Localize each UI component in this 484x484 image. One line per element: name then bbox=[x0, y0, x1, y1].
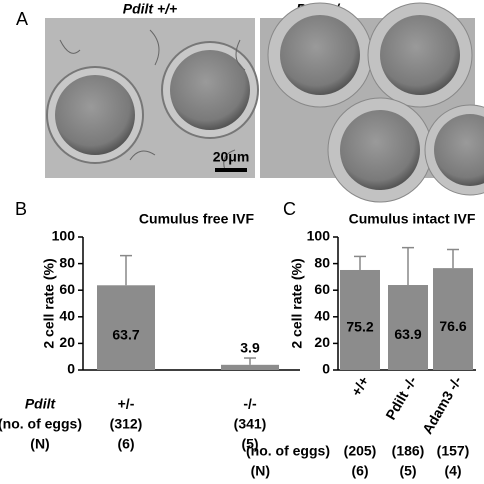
bar bbox=[97, 285, 155, 370]
y-tick-label: 0 bbox=[67, 361, 75, 377]
panel-label: B bbox=[15, 199, 27, 219]
scale-bar-label: 20μm bbox=[213, 149, 250, 165]
y-axis-label: 2 cell rate (%) bbox=[41, 258, 57, 348]
n-count: (5) bbox=[399, 463, 416, 479]
n-row-label: (N) bbox=[30, 436, 49, 452]
egg-count: (186) bbox=[392, 443, 425, 459]
egg-count: (312) bbox=[110, 416, 143, 432]
n-count: (6) bbox=[351, 463, 368, 479]
n-count: (5) bbox=[241, 436, 258, 452]
x-tick-label: +/+ bbox=[348, 373, 372, 399]
bar bbox=[221, 364, 279, 370]
micrograph-left: 20μm bbox=[45, 18, 259, 178]
panel-label: C bbox=[283, 199, 296, 219]
value-label: 63.9 bbox=[394, 326, 421, 342]
x-tick-label: Adam3 -/- bbox=[419, 373, 465, 437]
x-tick-label: +/- bbox=[118, 396, 135, 412]
panel-label: A bbox=[16, 9, 28, 29]
y-tick-label: 60 bbox=[59, 281, 75, 297]
n-count: (4) bbox=[444, 463, 461, 479]
egg-count: (157) bbox=[437, 443, 470, 459]
y-tick-label: 40 bbox=[59, 308, 75, 324]
egg-count: (205) bbox=[344, 443, 377, 459]
x-tick-label: -/- bbox=[243, 396, 257, 412]
y-tick-label: 0 bbox=[322, 361, 330, 377]
bar bbox=[340, 269, 380, 370]
bar bbox=[388, 285, 428, 370]
charts: B Cumulus free IVF 2 cell rate (%) 0 20 40 60 8… bbox=[0, 199, 476, 479]
y-tick-label: 60 bbox=[314, 281, 330, 297]
eggs-row-label: (no. of eggs) bbox=[246, 443, 330, 459]
n-row-label: (N) bbox=[251, 463, 270, 479]
egg-count: (341) bbox=[234, 416, 267, 432]
y-tick-label: 80 bbox=[314, 254, 330, 270]
eggs-row-label: (no. of eggs) bbox=[0, 416, 82, 432]
y-tick-label: 80 bbox=[59, 254, 75, 270]
y-tick-label: 20 bbox=[314, 334, 330, 350]
n-count: (6) bbox=[117, 436, 134, 452]
image-title: Pdilt +/+ bbox=[123, 1, 177, 17]
value-label: 76.6 bbox=[439, 318, 466, 334]
micrograph-right bbox=[260, 2, 484, 203]
y-tick-label: 100 bbox=[52, 228, 76, 244]
y-axis-label: 2 cell rate (%) bbox=[289, 258, 305, 348]
y-tick-label: 20 bbox=[59, 334, 75, 350]
value-label: 63.7 bbox=[112, 326, 139, 342]
category-row-label: Pdilt bbox=[25, 396, 57, 412]
value-label: 3.9 bbox=[240, 340, 260, 356]
chart-title: Cumulus free IVF bbox=[139, 211, 255, 227]
y-tick-label: 100 bbox=[307, 228, 331, 244]
chart-title: Cumulus intact IVF bbox=[349, 211, 476, 227]
bar bbox=[433, 268, 473, 370]
x-tick-label: Pdilt -/- bbox=[382, 373, 420, 422]
value-label: 75.2 bbox=[346, 319, 373, 335]
y-tick-label: 40 bbox=[314, 308, 330, 324]
